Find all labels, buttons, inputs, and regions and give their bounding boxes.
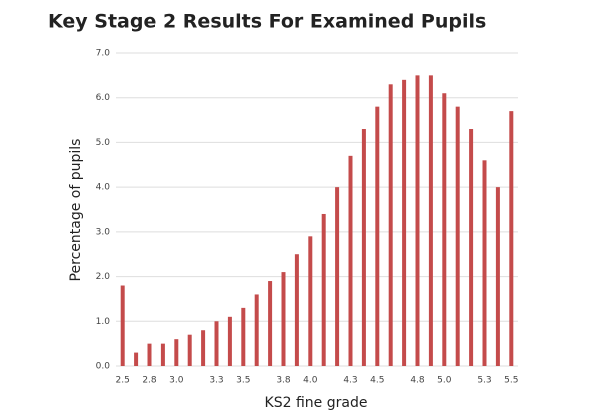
bar (495, 187, 500, 366)
bar (227, 316, 232, 366)
x-tick-label: 4.5 (370, 376, 384, 386)
bar (335, 187, 340, 366)
bar (160, 343, 165, 366)
bar (348, 155, 353, 366)
x-tick-label: 4.3 (343, 376, 357, 386)
bar (134, 352, 139, 366)
bar (482, 160, 487, 366)
x-tick-label: 4.8 (410, 376, 425, 386)
bar (147, 343, 152, 366)
y-tick-label: 1.0 (96, 317, 111, 327)
bar (254, 294, 259, 366)
x-tick-label: 2.5 (116, 376, 130, 386)
bar (402, 79, 407, 366)
bar (361, 129, 366, 366)
y-tick-label: 0.0 (96, 362, 111, 372)
bar (241, 307, 246, 366)
x-tick-label: 3.8 (276, 376, 291, 386)
y-tick-label: 2.0 (96, 272, 111, 282)
bar (308, 236, 313, 366)
bar (442, 93, 447, 366)
x-tick-label: 4.0 (303, 376, 318, 386)
bar (268, 281, 273, 366)
x-tick-label: 3.5 (236, 376, 250, 386)
x-axis-label: KS2 fine grade (265, 395, 368, 411)
y-tick-label: 6.0 (96, 93, 111, 103)
bar (214, 321, 219, 366)
bar (174, 339, 179, 366)
x-tick-label: 3.0 (169, 376, 184, 386)
bar (187, 334, 192, 366)
bar (428, 75, 433, 366)
bar (455, 106, 460, 367)
y-axis-label: Percentage of pupils (68, 139, 84, 282)
bar (509, 111, 514, 366)
bar (388, 84, 393, 367)
x-tick-label: 3.3 (209, 376, 223, 386)
bar (321, 213, 326, 366)
bar (281, 272, 286, 366)
x-tick-label: 5.3 (477, 376, 491, 386)
y-tick-label: 7.0 (96, 49, 111, 59)
x-tick-label: 5.0 (437, 376, 452, 386)
bar (201, 330, 206, 366)
x-tick-label: 5.5 (504, 376, 518, 386)
x-tick-label: 2.8 (142, 376, 157, 386)
y-tick-label: 5.0 (96, 138, 111, 148)
bar (469, 129, 474, 366)
y-tick-label: 3.0 (96, 227, 111, 237)
chart-title: Key Stage 2 Results For Examined Pupils (48, 11, 486, 33)
bar (120, 285, 125, 366)
bar (415, 75, 420, 366)
bar (375, 106, 380, 367)
y-tick-label: 4.0 (96, 183, 111, 193)
bar (294, 254, 299, 366)
